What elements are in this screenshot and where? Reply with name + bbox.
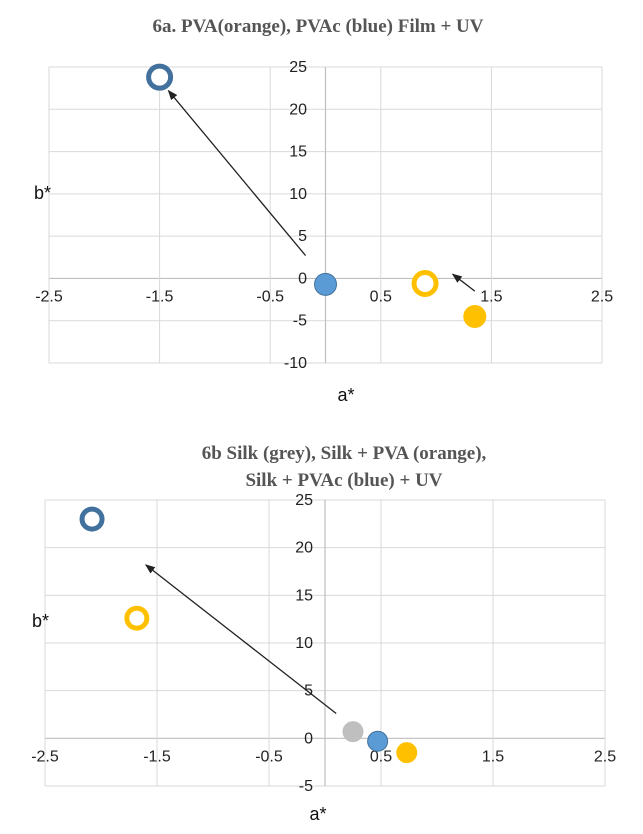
point-pva-film-uv [411,270,439,298]
chart-1-ytick-label: 15 [295,587,313,604]
chart-0-xtick-label: 2.5 [591,288,613,305]
point-silk-pvac-uv [79,506,105,532]
chart-0-ytick-label: 15 [289,144,307,161]
chart-0-xtick-label: -1.5 [146,288,174,305]
chart-0-arrow [451,273,476,292]
chart-0-arrow [167,89,307,257]
point-pva-film [463,304,487,328]
chart-6b: 6b Silk (grey), Silk + PVA (orange), Sil… [31,443,616,824]
point-pvac-film [314,272,337,296]
chart-1-ytick-label: -5 [299,778,313,795]
chart-1-xtick-label: -0.5 [255,748,283,765]
chart-1-xtick-label: 0.5 [370,748,392,765]
chart-6a-plot-area: -10 -5 0 5 10 15 20 25 -2.5 -1.5 -0.5 0.5 1.5 2.5 [35,59,613,372]
chart-0-xtick-label: -2.5 [35,288,63,305]
chart-0-xtick-label: 1.5 [480,288,502,305]
chart-6a-xlabel: a* [337,385,354,405]
chart-1-arrow [145,564,337,715]
point-silk [342,721,364,743]
chart-0-ytick-label: -5 [293,313,307,330]
chart-1-xtick-label: 1.5 [482,748,504,765]
chart-6a: 6a. PVA(orange), PVAc (blue) Film + UV -… [34,16,613,405]
chart-0-xtick-label: -0.5 [256,288,284,305]
chart-1-ytick-label: 25 [295,492,313,509]
point-silk-pvac [367,730,389,752]
chart-0-ytick-label: 10 [289,186,307,203]
chart-1-xtick-label: -1.5 [143,748,171,765]
chart-6b-title-line-1: 6b Silk (grey), Silk + PVA (orange), [202,443,487,464]
chart-6a-ylabel: b* [34,183,51,203]
chart-1-ytick-label: 0 [304,730,313,747]
chart-1-xtick-label: -2.5 [31,748,59,765]
chart-0-ytick-label: 5 [298,228,307,245]
chart-6a-title: 6a. PVA(orange), PVAc (blue) Film + UV [153,16,484,37]
point-pvac-film-uv [146,63,174,91]
chart-0-xtick-label: 0.5 [370,288,392,305]
chart-1-xtick-label: 2.5 [594,748,616,765]
chart-1-ytick-label: 10 [295,635,313,652]
chart-0-ytick-label: 25 [289,59,307,76]
chart-0-ytick-label: 20 [289,101,307,118]
chart-6b-title-line-2: Silk + PVAc (blue) + UV [245,470,442,491]
chart-6b-xlabel: a* [309,804,326,824]
chart-0-ytick-label: 0 [298,270,307,287]
chart-0-ytick-label: -10 [284,355,307,372]
chart-1-ytick-label: 20 [295,540,313,557]
chart-6b-ylabel: b* [32,611,49,631]
point-silk-pva-uv [124,605,150,631]
point-silk-pva [396,742,418,764]
